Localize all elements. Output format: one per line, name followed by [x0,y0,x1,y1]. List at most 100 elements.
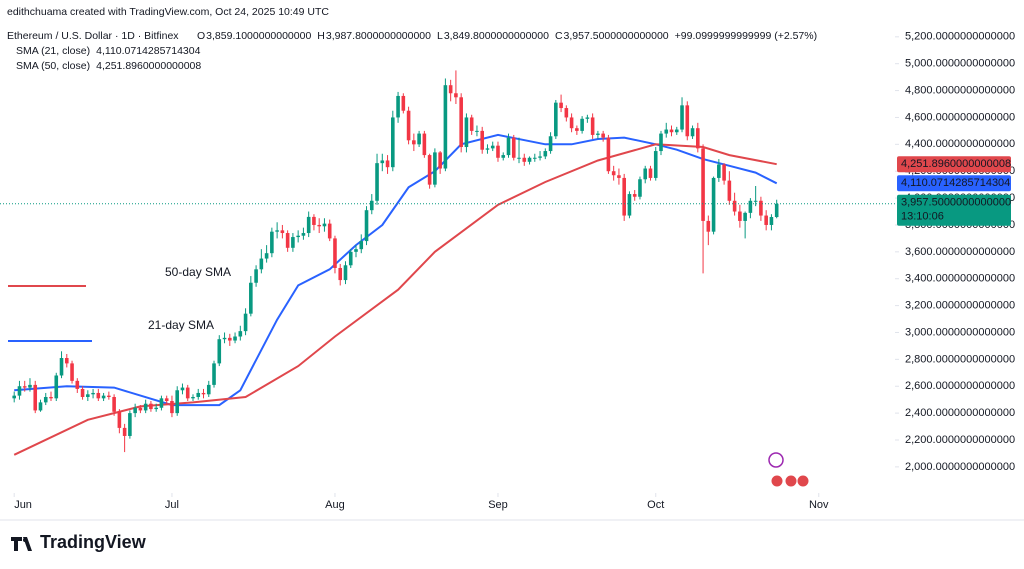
candle-body [590,117,595,135]
price-badge [897,175,1011,192]
candle-body [727,180,732,201]
candle-body [543,151,548,157]
ohlc-label: O [197,30,205,42]
price-badge [897,156,1011,173]
candle-body [454,93,458,98]
candle-body [175,390,180,414]
candle-body [322,223,327,227]
x-tick-label: Oct [647,499,664,511]
candle-body [606,137,611,172]
candle-body [490,145,495,149]
x-tick-label: Sep [488,499,508,511]
candle-body [469,117,474,131]
candle-body [764,215,768,225]
candle-body [422,133,427,156]
price-badge-label: 4,251.8960000000008 [901,158,1011,170]
candle-body [427,155,432,185]
candle-body [38,402,43,411]
candle-body [296,235,300,238]
brand: TradingView [40,532,147,552]
candle-body [149,403,153,410]
x-tick-label: Jul [165,499,179,511]
candle-body [275,230,279,232]
candle-body [753,200,758,202]
candle-body [264,253,269,259]
candle-body [238,331,243,337]
candle-body [270,231,274,254]
candle-body [506,137,511,156]
candle-body [380,160,385,164]
candle-body [59,358,64,376]
candle-body [685,105,690,137]
ohlc-value: 3,859.1000000000000 [206,30,311,42]
y-tick-label: 5,000.0000000000000 [905,58,1015,70]
price-badge-label: 4,110.0714285714304 [901,177,1010,189]
candle-body [227,337,232,341]
candle-body [91,392,95,395]
candle-body [596,133,600,135]
candle-body [759,200,763,216]
countdown: 13:10:06 [901,211,944,223]
candle-body [585,117,590,119]
ohlc-value: 3,987.8000000000000 [326,30,431,42]
candle-body [706,220,711,232]
candle-body [769,217,774,225]
candle-body [291,237,295,248]
candle-body [569,117,574,129]
candle-body [459,97,463,148]
candle-body [743,212,747,221]
candle-body [575,128,579,131]
x-tick-label: Jun [14,499,32,511]
annotation: 50-day SMA [165,265,231,279]
candle-body [475,130,479,132]
legend-value: 4,110.0714285714304 [96,45,200,57]
candle-body [559,102,563,109]
candle-body [12,395,16,399]
candle-body [312,216,316,225]
candle-body [564,108,569,118]
candle-body [717,164,721,178]
candle-body [17,386,22,396]
candle-body [243,313,248,332]
legend-value: 4,251.8960000000008 [96,60,201,72]
logo [11,537,32,551]
candle-body [480,130,485,150]
y-tick-label: 5,200.0000000000000 [905,31,1015,43]
candle-body [517,157,521,159]
event-icons [768,452,810,488]
candle-body [632,194,637,197]
candle-body [128,413,132,436]
candle-body [732,200,737,212]
ohlc-label: C [555,30,563,42]
candle-body [101,395,106,399]
candle-body [653,151,658,178]
candle-body [196,392,201,397]
candle-body [711,177,716,232]
price-badge-label: 3,957.5000000000000 [901,197,1011,209]
candle-body [638,179,642,197]
ohlc-label: H [317,30,325,42]
candle-body [648,168,653,178]
candle-body [154,407,158,410]
candle-body [185,387,190,399]
y-tick-label: 4,400.0000000000000 [905,138,1015,150]
candle-body [254,269,258,283]
candle-body [96,392,101,399]
candle-body [164,398,169,402]
candle-body [133,407,137,414]
candle-body [301,233,306,236]
candle-body [317,224,321,227]
candle-body [159,398,164,408]
candle-body [601,133,605,138]
candle-body [180,387,185,391]
candle-body [54,375,59,399]
candle-body [391,117,395,168]
candle-body [327,223,332,239]
candle-body [511,137,516,158]
candle-body [22,386,27,388]
y-tick-label: 2,200.0000000000000 [905,434,1015,446]
candle-body [306,216,311,234]
ohlc-value: 3,849.8000000000000 [444,30,549,42]
